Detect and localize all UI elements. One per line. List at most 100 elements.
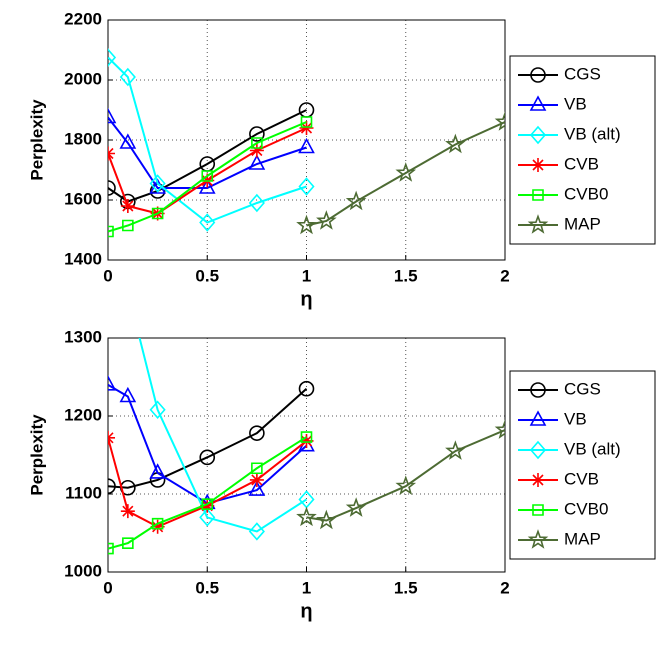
- marker: [299, 433, 314, 448]
- marker: [345, 190, 367, 211]
- marker: [248, 193, 265, 213]
- marker: [251, 137, 263, 149]
- marker: [531, 473, 545, 487]
- marker: [300, 116, 313, 128]
- legend-label: VB: [564, 409, 587, 428]
- marker: [149, 463, 166, 479]
- y-axis-label: Perplexity: [27, 414, 46, 496]
- marker: [529, 410, 547, 426]
- marker: [150, 519, 165, 534]
- legend: CGS VB VB (alt) CVB CVB0 MAP: [509, 55, 656, 245]
- marker: [445, 133, 466, 154]
- x-tick-label: 0.5: [195, 266, 219, 285]
- legend-box: [509, 55, 656, 245]
- legend-label: VB (alt): [564, 124, 621, 143]
- marker: [445, 440, 466, 460]
- marker: [198, 178, 216, 194]
- marker: [251, 462, 263, 475]
- legend: CGS VB VB (alt) CVB CVB0 MAP: [509, 370, 656, 560]
- x-tick-label: 1: [302, 578, 311, 597]
- y-tick-label: 1800: [64, 129, 102, 148]
- marker: [395, 475, 417, 495]
- marker: [121, 283, 135, 299]
- marker: [298, 380, 315, 397]
- y-tick-label: 1100: [65, 483, 102, 502]
- series-group: [108, 283, 505, 555]
- marker: [248, 480, 266, 496]
- marker: [122, 537, 134, 549]
- marker: [149, 400, 166, 419]
- marker: [345, 497, 367, 517]
- marker: [199, 508, 216, 527]
- marker: [529, 125, 547, 145]
- x-tick-label: 2: [500, 578, 509, 597]
- marker: [201, 170, 214, 182]
- legend-label: CGS: [564, 64, 601, 83]
- marker: [527, 529, 549, 549]
- marker: [248, 522, 265, 541]
- marker: [316, 210, 337, 230]
- marker: [395, 162, 417, 182]
- legend-label: MAP: [564, 529, 601, 548]
- legend-label: MAP: [564, 214, 601, 233]
- marker: [199, 449, 216, 466]
- legend-label: VB (alt): [564, 439, 621, 458]
- marker: [200, 498, 215, 513]
- x-tick-label: 1: [302, 266, 311, 285]
- x-tick-label: 1.5: [394, 578, 418, 597]
- marker: [108, 225, 114, 238]
- marker: [296, 214, 317, 235]
- marker: [296, 506, 317, 527]
- series-line: [108, 121, 307, 233]
- marker: [529, 95, 547, 111]
- marker: [298, 137, 315, 154]
- y-tick-label: 1000: [64, 561, 102, 580]
- marker: [299, 121, 314, 135]
- marker: [108, 542, 114, 555]
- marker: [298, 177, 315, 196]
- marker: [532, 189, 544, 201]
- y-tick-label: 1600: [64, 189, 102, 208]
- marker: [494, 111, 505, 131]
- x-tick-label: 2: [500, 266, 509, 285]
- marker: [316, 509, 337, 530]
- marker: [108, 430, 115, 445]
- series-line: [306, 429, 505, 522]
- x-tick-label: 0: [103, 266, 112, 285]
- x-tick-label: 0.5: [195, 578, 219, 597]
- marker: [108, 48, 117, 67]
- marker: [527, 214, 549, 234]
- marker: [531, 158, 545, 172]
- marker: [249, 472, 264, 487]
- series-line: [108, 116, 307, 189]
- x-tick-label: 1.5: [394, 266, 418, 285]
- y-tick-label: 1200: [64, 405, 102, 424]
- marker: [151, 517, 164, 530]
- marker: [249, 126, 265, 142]
- marker: [249, 143, 264, 158]
- series-line: [108, 437, 308, 528]
- x-tick-label: 0: [103, 578, 112, 597]
- marker: [201, 498, 214, 510]
- marker: [119, 67, 136, 87]
- marker: [108, 478, 116, 494]
- y-tick-label: 2200: [64, 9, 102, 28]
- marker: [151, 207, 164, 220]
- chart: 0 0.5 1 1.5 2 1000 1100 1200 1300 η Perplexity CGS V…: [27, 283, 656, 622]
- plot-frame: [107, 337, 506, 573]
- marker: [120, 504, 135, 519]
- marker: [530, 382, 546, 398]
- marker: [494, 419, 505, 439]
- marker: [108, 107, 117, 124]
- x-axis-label: η: [300, 288, 312, 310]
- series-group: [108, 48, 505, 238]
- legend-box: [509, 370, 656, 560]
- marker: [529, 440, 547, 460]
- legend-label: CGS: [564, 379, 601, 398]
- marker: [248, 154, 266, 170]
- legend-label: CVB: [564, 469, 599, 488]
- legend-label: VB: [564, 94, 587, 113]
- marker: [300, 431, 313, 443]
- marker: [119, 386, 137, 403]
